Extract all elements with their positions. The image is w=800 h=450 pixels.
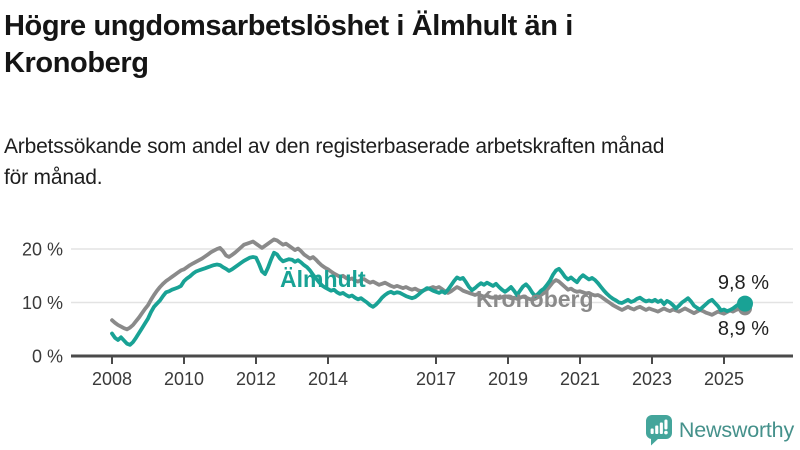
bar-chart-speech-bubble-icon: [645, 414, 672, 445]
series-line-älmhult: [110, 250, 747, 347]
y-tick-label: 20 %: [22, 240, 63, 260]
page-title: Högre ungdomsarbetslöshet i Älmhult än i…: [4, 8, 796, 82]
x-tick-label: 2014: [308, 369, 348, 389]
end-value-annotations: 9,8 % 8,9 %: [718, 272, 769, 340]
chart-subtitle: Arbetssökande som andel av den registerb…: [4, 131, 764, 193]
chart-subtitle-line2: för månad.: [4, 166, 103, 189]
gridlines: [71, 248, 793, 304]
x-axis: 2008 2010 2012 2014 2017 2019 2021 2023 2025: [71, 354, 793, 389]
x-tick-label: 2025: [704, 369, 744, 389]
x-tick-label: 2023: [632, 369, 672, 389]
series-line-kronoberg: [110, 237, 747, 332]
newsworthy-logo: Newsworthy: [645, 414, 794, 446]
x-tick-label: 2019: [488, 369, 528, 389]
page-title-line2: Kronoberg: [4, 47, 149, 79]
x-tick-label: 2008: [92, 369, 132, 389]
y-tick-label: 10 %: [22, 293, 63, 313]
x-tick-label: 2012: [236, 369, 276, 389]
y-tick-label: 0 %: [32, 347, 63, 367]
y-axis-labels: 0 % 10 % 20 %: [22, 240, 63, 367]
series-label-kronoberg: Kronoberg: [476, 286, 594, 312]
series-labels: Älmhult Kronoberg: [280, 266, 594, 312]
chart-subtitle-line1: Arbetssökande som andel av den registerb…: [4, 135, 665, 158]
series-label-älmhult: Älmhult: [280, 266, 366, 292]
series-end-dot-älmhult: [737, 295, 753, 312]
page-title-line1: Högre ungdomsarbetslöshet i Älmhult än i: [4, 10, 573, 42]
end-value-kronoberg: 8,9 %: [718, 318, 769, 340]
line-chart: 2008 2010 2012 2014 2017 2019 2021 2023 2025 0 %…: [22, 237, 793, 389]
x-tick-label: 2010: [164, 369, 204, 389]
x-tick-label: 2017: [416, 369, 456, 389]
series-lines: [110, 237, 747, 347]
x-tick-label: 2021: [560, 369, 600, 389]
brand-name: Newsworthy: [678, 417, 794, 442]
end-value-älmhult: 9,8 %: [718, 272, 769, 294]
series-endpoints: [737, 295, 753, 316]
